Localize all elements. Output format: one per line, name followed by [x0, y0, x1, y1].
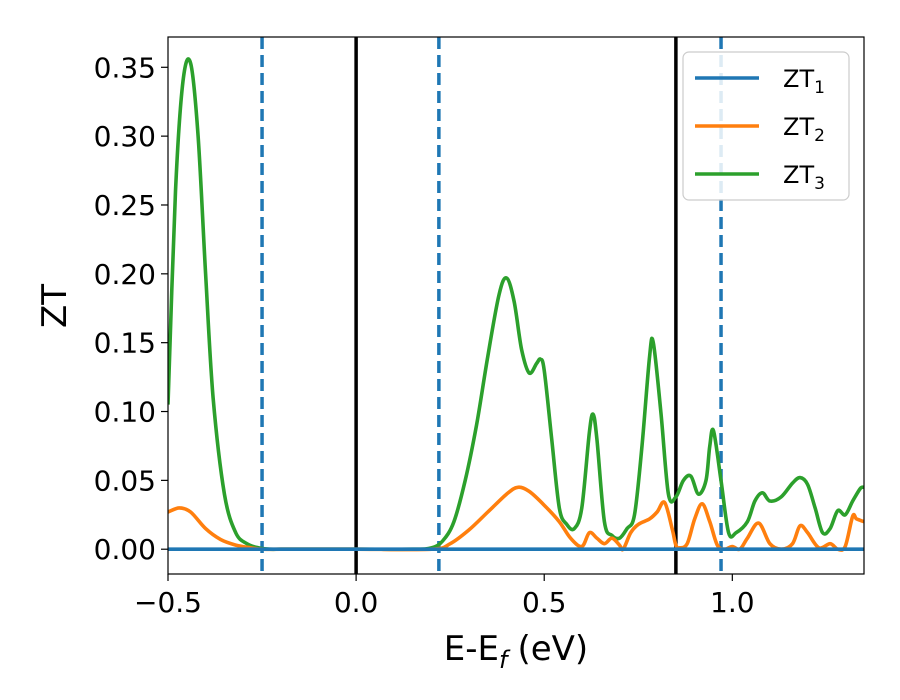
y-tick-label: 0.10	[94, 396, 156, 429]
y-axis-label: ZT	[35, 284, 75, 328]
x-axis-label-main: E-E	[444, 629, 499, 669]
legend-box	[682, 51, 850, 201]
plot-frame	[167, 36, 865, 575]
y-tick-label: 0.30	[94, 120, 156, 153]
x-axis-label: E-Ef (eV)	[444, 629, 588, 674]
x-tick-label: 1.0	[710, 586, 755, 619]
legend-label-zt3: ZT3	[783, 161, 825, 194]
legend: ZT1 ZT2 ZT3	[682, 51, 850, 201]
y-tick-label: 0.15	[94, 327, 156, 360]
x-axis: −0.5 0.0 0.5 1.0	[134, 574, 755, 619]
y-tick-label: 0.00	[94, 533, 156, 566]
legend-label-zt1: ZT1	[783, 65, 825, 98]
y-tick-label: 0.20	[94, 258, 156, 291]
y-tick-label: 0.35	[94, 51, 156, 84]
plot-area	[167, 36, 865, 575]
x-axis-label-unit: (eV)	[517, 629, 588, 669]
y-tick-label: 0.05	[94, 464, 156, 497]
y-tick-label: 0.25	[94, 189, 156, 222]
x-tick-label: −0.5	[134, 586, 202, 619]
plot-lines	[168, 37, 864, 574]
x-tick-label: 0.0	[334, 586, 379, 619]
legend-label-zt2: ZT2	[783, 113, 825, 146]
x-tick-label: 0.5	[522, 586, 567, 619]
y-axis: 0.00 0.05 0.10 0.15 0.20 0.25 0.30 0.35	[94, 51, 168, 566]
